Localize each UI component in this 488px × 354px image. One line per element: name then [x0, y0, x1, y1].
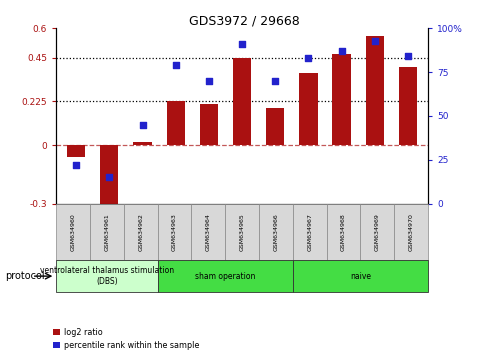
- Text: protocol: protocol: [5, 271, 44, 281]
- Bar: [265, 108, 284, 145]
- Text: GSM634968: GSM634968: [340, 213, 345, 251]
- Point: [204, 78, 212, 84]
- Text: GSM634967: GSM634967: [306, 213, 311, 251]
- Point: [271, 78, 279, 84]
- Text: naive: naive: [349, 272, 370, 281]
- Point: [304, 55, 312, 61]
- Bar: [199, 104, 218, 145]
- Text: ventrolateral thalamus stimulation
(DBS): ventrolateral thalamus stimulation (DBS): [40, 267, 174, 286]
- Text: GSM634962: GSM634962: [138, 213, 143, 251]
- Point: [138, 122, 146, 127]
- Point: [72, 162, 80, 168]
- Bar: [299, 73, 317, 145]
- Bar: [393, 204, 427, 260]
- Bar: [360, 204, 393, 260]
- Bar: [232, 57, 251, 145]
- Text: GSM634970: GSM634970: [407, 213, 413, 251]
- Text: GSM634961: GSM634961: [104, 213, 109, 251]
- Point: [337, 48, 345, 54]
- Bar: [326, 204, 360, 260]
- Bar: [332, 54, 350, 145]
- Point: [238, 41, 245, 47]
- Text: GSM634964: GSM634964: [205, 213, 210, 251]
- Text: GSM634965: GSM634965: [239, 213, 244, 251]
- Bar: [224, 204, 259, 260]
- Point: [370, 38, 378, 44]
- Bar: [259, 204, 292, 260]
- Bar: [157, 260, 292, 292]
- Bar: [191, 204, 224, 260]
- Bar: [365, 36, 383, 145]
- Point: [105, 175, 113, 180]
- Bar: [56, 260, 157, 292]
- Text: GSM634963: GSM634963: [172, 213, 177, 251]
- Text: GSM634969: GSM634969: [374, 213, 379, 251]
- Bar: [90, 204, 123, 260]
- Bar: [56, 204, 90, 260]
- Bar: [133, 142, 151, 145]
- Bar: [67, 145, 85, 157]
- Text: GSM634960: GSM634960: [70, 213, 76, 251]
- Text: GSM634966: GSM634966: [273, 213, 278, 251]
- Legend: log2 ratio, percentile rank within the sample: log2 ratio, percentile rank within the s…: [53, 328, 199, 350]
- Point: [171, 62, 179, 68]
- Bar: [100, 145, 118, 210]
- Text: GDS3972 / 29668: GDS3972 / 29668: [189, 14, 299, 27]
- Bar: [398, 67, 416, 145]
- Bar: [292, 204, 326, 260]
- Bar: [123, 204, 157, 260]
- Bar: [292, 260, 427, 292]
- Text: sham operation: sham operation: [195, 272, 255, 281]
- Point: [403, 53, 411, 59]
- Bar: [157, 204, 191, 260]
- Bar: [166, 101, 184, 145]
